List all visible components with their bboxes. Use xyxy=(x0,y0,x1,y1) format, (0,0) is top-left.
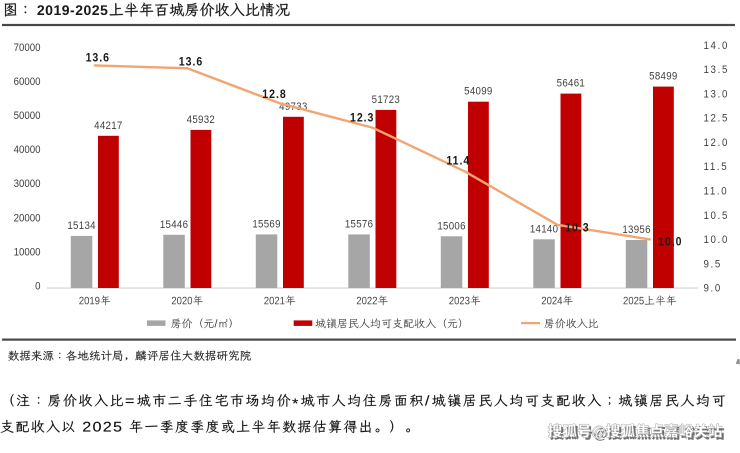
svg-text:10.0: 10.0 xyxy=(704,235,730,247)
svg-text:10.5: 10.5 xyxy=(704,210,730,222)
svg-text:44217: 44217 xyxy=(94,120,122,132)
svg-text:40000: 40000 xyxy=(14,145,41,157)
svg-text:10000: 10000 xyxy=(14,247,41,259)
svg-text:15576: 15576 xyxy=(345,219,373,231)
svg-text:13.6: 13.6 xyxy=(179,56,203,69)
svg-text:11.4: 11.4 xyxy=(446,155,470,168)
svg-text:10.3: 10.3 xyxy=(565,222,589,235)
svg-text:15569: 15569 xyxy=(252,219,280,231)
svg-text:30000: 30000 xyxy=(14,179,41,191)
svg-text:14.0: 14.0 xyxy=(704,40,730,52)
svg-text:58499: 58499 xyxy=(649,71,677,83)
svg-text:15134: 15134 xyxy=(67,220,95,232)
svg-text:60000: 60000 xyxy=(14,77,41,89)
svg-text:54099: 54099 xyxy=(464,86,492,98)
svg-text:13.0: 13.0 xyxy=(704,89,730,101)
svg-text:12.0: 12.0 xyxy=(704,138,730,150)
svg-text:15446: 15446 xyxy=(160,219,188,231)
svg-text:13.6: 13.6 xyxy=(86,52,110,65)
svg-text:12.3: 12.3 xyxy=(350,112,374,125)
svg-text:10.0: 10.0 xyxy=(658,236,682,249)
svg-text:20000: 20000 xyxy=(14,213,41,225)
svg-text:12.5: 12.5 xyxy=(704,113,730,125)
svg-text:9.5: 9.5 xyxy=(704,259,722,271)
svg-text:11.5: 11.5 xyxy=(704,162,729,174)
svg-text:13956: 13956 xyxy=(622,225,650,237)
svg-text:45932: 45932 xyxy=(187,114,215,126)
svg-text:0: 0 xyxy=(35,281,41,293)
svg-text:12.8: 12.8 xyxy=(262,89,286,102)
svg-text:9.0: 9.0 xyxy=(704,283,722,295)
svg-text:11.0: 11.0 xyxy=(704,186,729,198)
svg-text:70000: 70000 xyxy=(14,42,41,54)
svg-text:13.5: 13.5 xyxy=(704,65,730,77)
svg-text:51723: 51723 xyxy=(372,94,400,106)
svg-text:56461: 56461 xyxy=(557,78,585,90)
svg-text:14140: 14140 xyxy=(530,224,558,236)
svg-text:15006: 15006 xyxy=(437,221,465,233)
svg-text:50000: 50000 xyxy=(14,111,41,123)
